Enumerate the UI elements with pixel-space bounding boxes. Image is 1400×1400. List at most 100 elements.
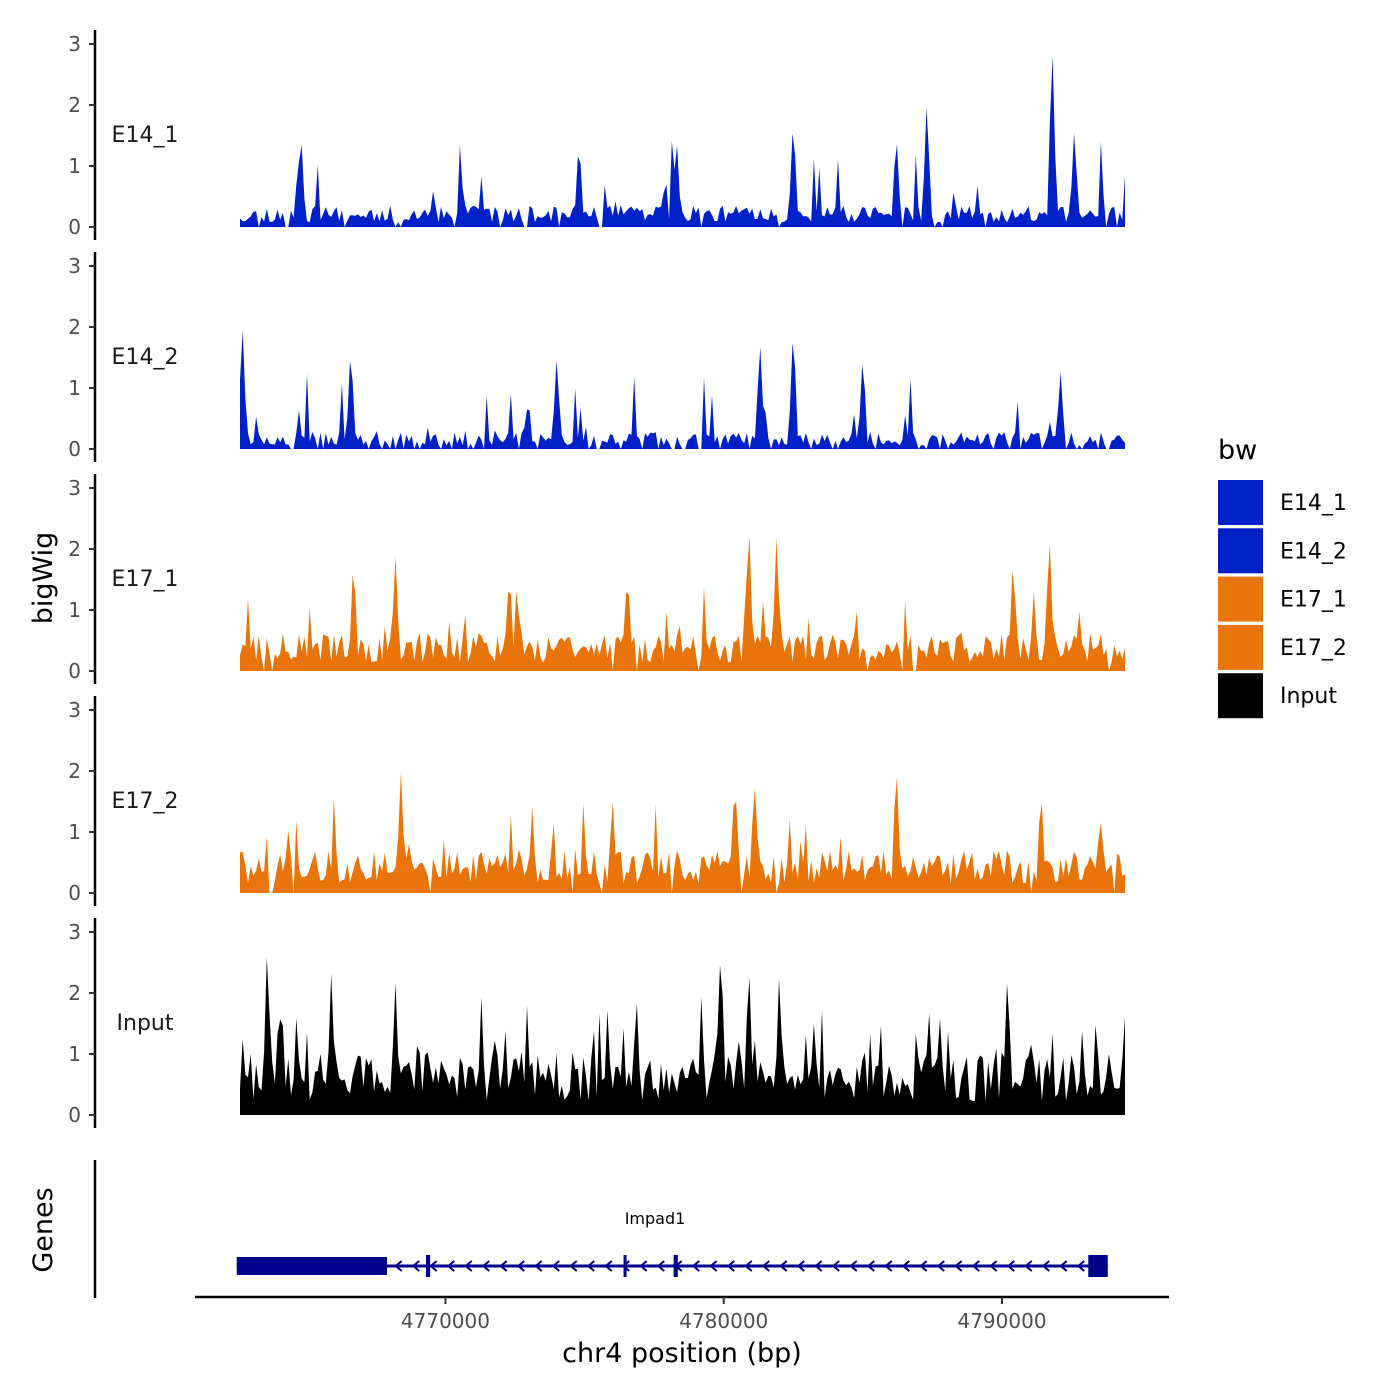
y-axis-title: bigWig [28, 532, 59, 625]
legend-key-E14_1 [1218, 480, 1263, 525]
track-label: E17_2 [112, 789, 179, 814]
gene-exon [673, 1255, 678, 1277]
track-label: Input [117, 1011, 174, 1036]
strand-arrow [446, 1260, 455, 1272]
strand-arrow [884, 1260, 893, 1272]
legend-label: E14_1 [1280, 491, 1347, 516]
legend-label: E17_1 [1280, 588, 1347, 613]
x-tick-label: 4780000 [679, 1309, 768, 1333]
y-tick-label: 3 [68, 476, 81, 500]
track-E14_1: 0 1 2 3 E14_1 [68, 30, 1125, 240]
signal-area-E17_2 [240, 771, 1125, 893]
x-tick-label: 4790000 [957, 1309, 1046, 1333]
signal-area-E14_2 [240, 330, 1125, 449]
strand-arrow [761, 1260, 770, 1272]
y-tick-label: 2 [68, 93, 81, 117]
track-label: E14_1 [112, 123, 179, 148]
y-tick-label: 0 [68, 881, 81, 905]
legend: bw E14_1 E14_2 E17_1 E17_2 Input [1218, 435, 1347, 719]
track-Input: 0 1 2 3 Input [68, 918, 1125, 1128]
legend-title: bw [1218, 435, 1257, 466]
strand-arrow [866, 1260, 875, 1272]
y-tick-label: 3 [68, 698, 81, 722]
y-tick-label: 3 [68, 920, 81, 944]
strand-arrow [901, 1260, 910, 1272]
strand-arrow [919, 1260, 928, 1272]
gene-exon [1088, 1255, 1108, 1277]
y-tick-label: 0 [68, 659, 81, 683]
strand-arrow [429, 1260, 438, 1272]
strand-arrow [1024, 1260, 1033, 1272]
track-panels: 0 1 2 3 E14_1 0 1 2 3 E14_2 0 1 2 3 E17_1 0 1 2 3 E17_2 0 1 2 3… [68, 30, 1125, 1128]
strand-arrow [989, 1260, 998, 1272]
strand-arrow [586, 1260, 595, 1272]
track-E17_1: 0 1 2 3 E17_1 [68, 474, 1125, 684]
gene-exon [236, 1257, 388, 1275]
strand-arrow [551, 1260, 560, 1272]
strand-arrow [709, 1260, 718, 1272]
y-tick-label: 1 [68, 598, 81, 622]
strand-arrow [936, 1260, 945, 1272]
strand-arrow [1076, 1260, 1085, 1272]
y-tick-label: 1 [68, 376, 81, 400]
track-label: E17_1 [112, 567, 179, 592]
y-tick-label: 3 [68, 254, 81, 278]
strand-arrow [744, 1260, 753, 1272]
strand-arrow [639, 1260, 648, 1272]
legend-label: E14_2 [1280, 539, 1347, 564]
strand-arrow [954, 1260, 963, 1272]
y-tick-label: 1 [68, 1042, 81, 1066]
strand-arrow [516, 1260, 525, 1272]
signal-area-E14_1 [240, 55, 1125, 228]
strand-arrow [621, 1260, 630, 1272]
y-tick-label: 2 [68, 759, 81, 783]
y-tick-label: 2 [68, 537, 81, 561]
strand-arrow [814, 1260, 823, 1272]
genes-panel: Impad1 [93, 1160, 1108, 1298]
gene-label: Impad1 [625, 1209, 686, 1228]
strand-arrow [831, 1260, 840, 1272]
signal-area-Input [240, 957, 1125, 1115]
y-tick-label: 0 [68, 1103, 81, 1127]
strand-arrow [971, 1260, 980, 1272]
legend-label: Input [1280, 684, 1337, 709]
gene-exon [623, 1255, 627, 1277]
strand-arrow [849, 1260, 858, 1272]
strand-arrow [464, 1260, 473, 1272]
strand-arrow [394, 1260, 403, 1272]
y-tick-label: 1 [68, 154, 81, 178]
strand-arrow [726, 1260, 735, 1272]
strand-arrow [656, 1260, 665, 1272]
y-tick-label: 0 [68, 215, 81, 239]
strand-arrow [499, 1260, 508, 1272]
strand-arrow [604, 1260, 613, 1272]
legend-key-E17_1 [1218, 576, 1263, 622]
legend-key-Input [1218, 673, 1263, 719]
track-E14_2: 0 1 2 3 E14_2 [68, 252, 1125, 462]
strand-arrow [411, 1260, 420, 1272]
signal-area-E17_1 [240, 536, 1125, 671]
strand-arrow [534, 1260, 543, 1272]
track-E17_2: 0 1 2 3 E17_2 [68, 696, 1125, 906]
strand-arrow [1006, 1260, 1015, 1272]
strand-arrow [481, 1260, 490, 1272]
x-axis: 4770000 4780000 4790000 [195, 1295, 1169, 1333]
legend-key-E17_2 [1218, 624, 1263, 670]
genes-axis-title: Genes [28, 1187, 59, 1272]
strand-arrow [796, 1260, 805, 1272]
gene-exon [425, 1255, 431, 1277]
track-label: E14_2 [112, 345, 179, 370]
strand-arrow [569, 1260, 578, 1272]
strand-arrow [691, 1260, 700, 1272]
y-tick-label: 2 [68, 315, 81, 339]
x-axis-title: chr4 position (bp) [562, 1338, 802, 1369]
y-tick-label: 2 [68, 981, 81, 1005]
legend-label: E17_2 [1280, 636, 1347, 661]
legend-key-E14_2 [1218, 528, 1263, 574]
strand-arrow [1041, 1260, 1050, 1272]
y-tick-label: 3 [68, 32, 81, 56]
strand-arrow [779, 1260, 788, 1272]
y-tick-label: 0 [68, 437, 81, 461]
x-tick-label: 4770000 [401, 1309, 490, 1333]
